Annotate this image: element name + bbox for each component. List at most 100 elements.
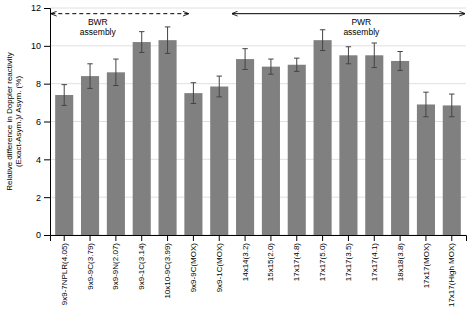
x-axis: 9x9-7NPLR(4.05) 9x9-9C(3.79) 9x9-9N(2.07) 9… <box>51 235 467 307</box>
tick: 0 <box>36 230 50 240</box>
error-bar <box>113 59 118 85</box>
tick-label: 17x17(4.1) <box>370 243 379 282</box>
tick-mark <box>374 235 375 241</box>
tick: 6 <box>36 117 50 127</box>
error-bar <box>397 52 402 71</box>
tick: 15x15(2.0) <box>266 235 275 281</box>
tick-mark <box>400 235 401 241</box>
error-bar <box>449 94 454 117</box>
tick-label: 9x9-7NPLR(4.05) <box>60 243 69 306</box>
tick-mark <box>115 235 116 241</box>
tick-mark <box>296 235 297 241</box>
tick: 9x9-9N(2.07) <box>111 235 120 290</box>
error-bar <box>346 47 351 64</box>
tick-mark <box>451 235 452 241</box>
annotation: BWRassembly <box>80 17 117 36</box>
tick: 17x17(4.8) <box>292 235 301 281</box>
bar <box>443 105 461 235</box>
tick-label: 18x18(3.8) <box>396 243 405 282</box>
tick-label: 4 <box>36 155 41 165</box>
tick-mark <box>44 235 50 236</box>
tick-label: 9x9-1C(MOX) <box>215 243 224 293</box>
tick-label: 10x10-9C(3.99) <box>163 243 172 299</box>
bar <box>107 72 125 235</box>
tick-mark <box>44 84 50 85</box>
plot: 0246810129x9-7NPLR(4.05)9x9-9C(3.79)9x9-… <box>31 3 467 307</box>
tick: 10x10-9C(3.99) <box>163 235 172 299</box>
tick: 9x9-7NPLR(4.05) <box>60 235 69 305</box>
annotations: BWRassembly PWRassembly <box>51 14 464 37</box>
error-bar <box>217 76 222 97</box>
tick: 17x17(MOX) <box>422 235 431 288</box>
tick-label: 9x9-1C(3.14) <box>137 243 146 290</box>
bar <box>133 42 151 235</box>
grid-line <box>50 45 466 46</box>
tick-mark <box>348 235 349 241</box>
error-bar <box>268 59 273 74</box>
tick-mark <box>193 235 194 241</box>
tick-label: 17x17(MOX) <box>422 243 431 289</box>
bar <box>236 59 254 235</box>
tick-mark <box>44 46 50 47</box>
tick: 9x9-1C(3.14) <box>137 235 146 290</box>
tick-mark <box>167 235 168 241</box>
bar <box>210 87 228 235</box>
tick-mark <box>44 8 50 9</box>
marks <box>55 27 461 235</box>
error-bar <box>372 43 377 68</box>
tick-label: 9x9-9N(2.07) <box>111 243 120 290</box>
bar <box>184 93 202 235</box>
tick-label: 8 <box>36 79 41 89</box>
tick: 9x9-9C(MOX) <box>189 235 198 292</box>
bar <box>288 65 306 235</box>
bar <box>391 61 409 235</box>
tick-mark <box>245 235 246 241</box>
tick: 2 <box>36 193 50 203</box>
tick: 17x17(3.5) <box>344 235 353 281</box>
tick: 4 <box>36 155 50 165</box>
tick-label: 14x14(3.2) <box>241 243 250 282</box>
annotation: PWRassembly <box>343 17 380 36</box>
bar <box>262 67 280 235</box>
tick: 9x9-9C(3.79) <box>86 235 95 290</box>
span-arrow <box>51 13 188 14</box>
tick: 17x17(High MOX) <box>447 235 456 307</box>
tick-mark <box>44 122 50 123</box>
tick-label: 0 <box>36 230 41 240</box>
tick-label: 10 <box>31 41 41 51</box>
tick-mark <box>141 235 142 241</box>
tick-label: 2 <box>36 193 41 203</box>
error-bar <box>61 85 66 106</box>
grid <box>50 8 466 235</box>
error-bar <box>87 64 92 89</box>
tick-mark <box>425 235 426 241</box>
tick-mark <box>322 235 323 241</box>
axis-line <box>51 236 467 242</box>
y-axis-title: Relative difference in Doppler reactivit… <box>5 52 23 191</box>
tick-label: 17x17(3.5) <box>344 243 353 282</box>
tick-label: 9x9-9C(MOX) <box>189 243 198 293</box>
error-bar <box>191 83 196 104</box>
tick-mark <box>270 235 271 241</box>
bar <box>417 104 435 235</box>
tick: 17x17(5.0) <box>318 235 327 281</box>
axis-line <box>44 9 51 236</box>
tick-label: 9x9-9C(3.79) <box>86 243 95 290</box>
tick-label: 6 <box>36 117 41 127</box>
tick: 14x14(3.2) <box>241 235 250 281</box>
y-axis: 024681012 <box>31 3 51 240</box>
bar <box>55 95 73 235</box>
grid-line <box>50 8 466 9</box>
chart: 0246810129x9-7NPLR(4.05)9x9-9C(3.79)9x9-… <box>0 0 476 319</box>
tick-label: 17x17(High MOX) <box>447 243 456 307</box>
tick-label: 17x17(4.8) <box>292 243 301 282</box>
tick-label: 17x17(5.0) <box>318 243 327 282</box>
error-bar <box>294 58 299 71</box>
tick-mark <box>219 235 220 241</box>
tick: 18x18(3.8) <box>396 235 405 281</box>
tick-mark <box>90 235 91 241</box>
tick: 9x9-1C(MOX) <box>215 235 224 292</box>
bar <box>365 55 383 235</box>
tick-mark <box>44 159 50 160</box>
bar <box>314 40 332 235</box>
